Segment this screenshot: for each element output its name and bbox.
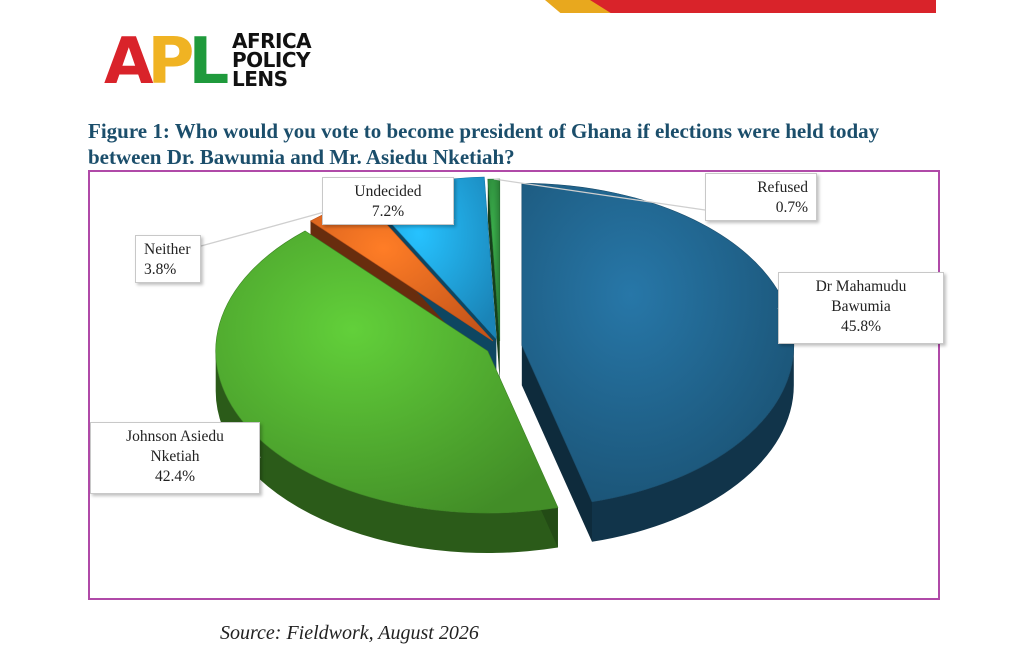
data-label-value: 42.4% [154, 468, 196, 485]
data-label: Dr Mahamudu Bawumia 45.8% [778, 272, 944, 344]
figure-title: Figure 1: Who would you vote to become p… [88, 119, 880, 169]
logo-word-africa: AFRICA [232, 29, 312, 53]
africa-policy-lens-logo: APL AFRICA POLICY LENS [104, 30, 324, 94]
data-label-name: Bawumia [831, 298, 891, 315]
logo-letter-a: A [104, 25, 153, 99]
logo-monogram: APL [104, 30, 229, 94]
leader-line [200, 208, 336, 247]
logo-letter-p: P [147, 25, 195, 99]
leader-line [493, 178, 706, 211]
data-label-name: Dr Mahamudu [815, 278, 907, 295]
pie-slice-side [215, 351, 558, 554]
chart-frame: Dr Mahamudu Bawumia 45.8% Johnson Asiedu Nke… [88, 170, 944, 600]
data-label-value: 45.8% [840, 318, 882, 335]
data-label-value: 0.7% [775, 199, 808, 216]
data-label-name: Neither [144, 241, 191, 258]
data-label-value: 7.2% [371, 203, 405, 220]
pie-chart [200, 176, 795, 554]
top-accent-red [590, 0, 936, 13]
data-label-name: Undecided [354, 183, 422, 200]
figure-source: Source: Fieldwork, August 2026 [220, 622, 479, 644]
logo-word-lens: LENS [232, 67, 288, 91]
data-label-value: 3.8% [144, 261, 177, 278]
pie-slice-side [592, 345, 794, 542]
data-label-name: Nketiah [150, 448, 200, 465]
pie-slice-cut [521, 345, 593, 542]
data-label: Neither 3.8% [135, 235, 201, 283]
pie-slice-cut [487, 179, 500, 382]
data-label: Johnson Asiedu Nketiah 42.4% [90, 422, 260, 494]
data-label-name: Refused [757, 179, 808, 196]
data-label: Refused 0.7% [705, 173, 817, 221]
data-label-name: Johnson Asiedu [126, 428, 224, 445]
data-label: Undecided 7.2% [322, 177, 454, 225]
logo-wordmark: AFRICA POLICY LENS [232, 29, 312, 91]
logo-word-policy: POLICY [232, 48, 311, 72]
logo-letter-l: L [188, 25, 229, 99]
